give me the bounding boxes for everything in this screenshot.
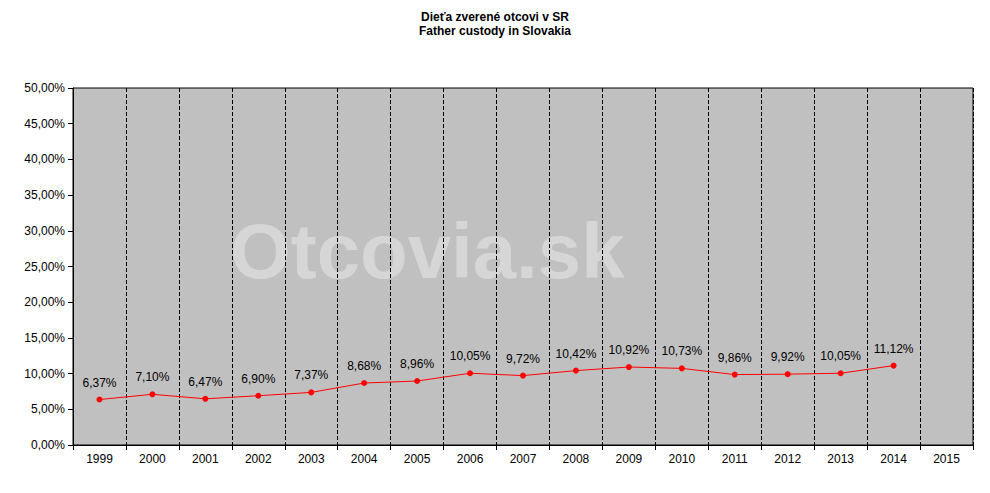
svg-text:2009: 2009 (616, 452, 643, 466)
svg-text:10,42%: 10,42% (556, 347, 597, 361)
svg-text:2002: 2002 (245, 452, 272, 466)
svg-text:9,86%: 9,86% (718, 351, 752, 365)
svg-text:50,00%: 50,00% (24, 81, 65, 95)
svg-text:2011: 2011 (722, 452, 748, 466)
svg-text:7,10%: 7,10% (135, 370, 169, 384)
svg-text:2005: 2005 (404, 452, 431, 466)
svg-text:2013: 2013 (827, 452, 854, 466)
svg-text:30,00%: 30,00% (24, 224, 65, 238)
svg-text:2010: 2010 (668, 452, 695, 466)
svg-text:35,00%: 35,00% (24, 188, 65, 202)
svg-text:10,00%: 10,00% (24, 367, 65, 381)
svg-text:10,92%: 10,92% (609, 343, 650, 357)
svg-text:Otcovia.sk: Otcovia.sk (230, 207, 625, 295)
svg-text:2006: 2006 (457, 452, 484, 466)
svg-text:15,00%: 15,00% (24, 331, 65, 345)
svg-text:11,12%: 11,12% (874, 342, 914, 356)
svg-text:6,90%: 6,90% (241, 372, 275, 386)
svg-text:40,00%: 40,00% (24, 152, 65, 166)
svg-text:45,00%: 45,00% (24, 117, 65, 131)
svg-text:5,00%: 5,00% (31, 402, 65, 416)
svg-text:1999: 1999 (86, 452, 113, 466)
svg-text:2008: 2008 (563, 452, 590, 466)
svg-text:8,68%: 8,68% (347, 359, 381, 373)
svg-text:2003: 2003 (298, 452, 325, 466)
svg-text:2000: 2000 (139, 452, 166, 466)
svg-text:8,96%: 8,96% (400, 357, 434, 371)
svg-text:2015: 2015 (933, 452, 960, 466)
svg-text:2012: 2012 (774, 452, 801, 466)
svg-text:Father custody in Slovakia: Father custody in Slovakia (419, 24, 571, 38)
svg-text:10,05%: 10,05% (820, 349, 861, 363)
svg-text:Dieťa zverené otcovi v SR: Dieťa zverené otcovi v SR (421, 10, 569, 24)
svg-text:10,05%: 10,05% (450, 349, 491, 363)
svg-text:0,00%: 0,00% (31, 438, 65, 452)
svg-text:6,47%: 6,47% (188, 375, 222, 389)
svg-text:7,37%: 7,37% (294, 368, 328, 382)
svg-text:10,73%: 10,73% (661, 344, 702, 358)
svg-text:25,00%: 25,00% (24, 260, 65, 274)
svg-text:2007: 2007 (510, 452, 537, 466)
svg-text:6,37%: 6,37% (82, 376, 116, 390)
svg-text:2004: 2004 (351, 452, 378, 466)
svg-text:2001: 2001 (192, 452, 219, 466)
svg-text:9,72%: 9,72% (506, 352, 540, 366)
svg-text:2014: 2014 (880, 452, 907, 466)
svg-text:9,92%: 9,92% (771, 350, 805, 364)
svg-text:20,00%: 20,00% (24, 295, 65, 309)
